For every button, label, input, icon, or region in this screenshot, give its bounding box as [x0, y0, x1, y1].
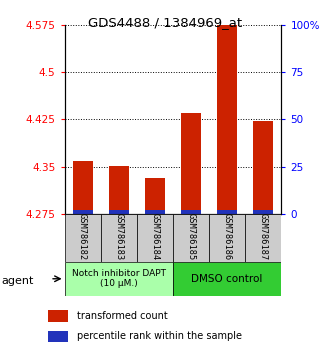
- Bar: [145, 210, 165, 214]
- Bar: [65, 214, 101, 262]
- Bar: [173, 262, 281, 296]
- Text: GSM786185: GSM786185: [186, 213, 196, 261]
- Bar: [253, 121, 273, 214]
- Text: transformed count: transformed count: [77, 311, 167, 321]
- Bar: [109, 210, 129, 214]
- Bar: [173, 214, 209, 262]
- Text: DMSO control: DMSO control: [191, 274, 263, 284]
- Text: GSM786183: GSM786183: [114, 213, 123, 261]
- Bar: [109, 166, 129, 214]
- Bar: [48, 331, 68, 342]
- Bar: [217, 25, 237, 214]
- Text: percentile rank within the sample: percentile rank within the sample: [77, 331, 242, 341]
- Text: GDS4488 / 1384969_at: GDS4488 / 1384969_at: [88, 16, 243, 29]
- Text: GSM786184: GSM786184: [150, 213, 160, 261]
- Text: Notch inhibitor DAPT
(10 μM.): Notch inhibitor DAPT (10 μM.): [72, 269, 166, 289]
- Text: GSM786186: GSM786186: [223, 213, 232, 261]
- Bar: [217, 210, 237, 214]
- Bar: [253, 210, 273, 214]
- Bar: [209, 214, 245, 262]
- Bar: [48, 310, 68, 322]
- Bar: [137, 214, 173, 262]
- Bar: [181, 210, 201, 214]
- Text: GSM786187: GSM786187: [259, 213, 268, 261]
- Bar: [145, 178, 165, 214]
- Bar: [65, 262, 173, 296]
- Bar: [181, 113, 201, 214]
- Bar: [73, 210, 93, 214]
- Text: GSM786182: GSM786182: [78, 213, 87, 261]
- Bar: [245, 214, 281, 262]
- Text: agent: agent: [2, 276, 34, 286]
- Bar: [73, 160, 93, 214]
- Bar: [101, 214, 137, 262]
